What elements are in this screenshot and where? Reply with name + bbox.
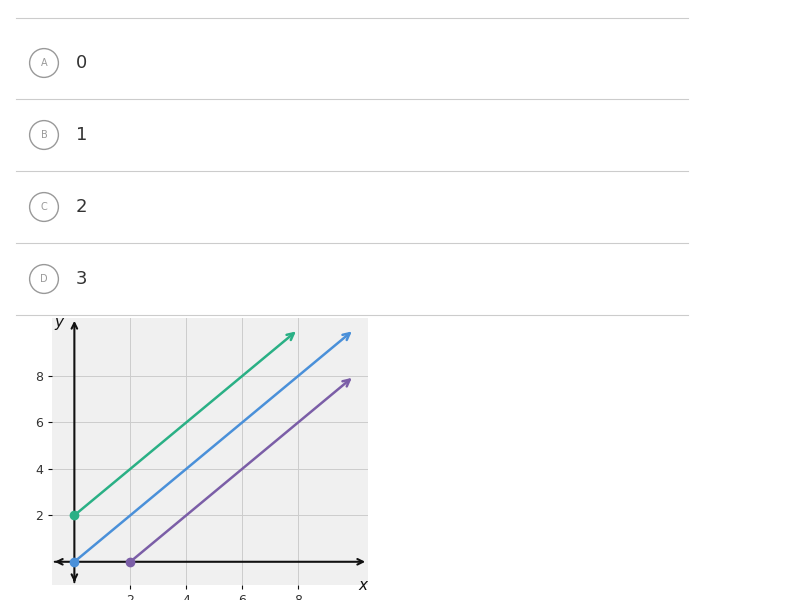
- Text: B: B: [41, 130, 47, 140]
- Text: D: D: [40, 274, 48, 284]
- Text: 2: 2: [76, 198, 87, 216]
- Text: A: A: [41, 58, 47, 68]
- Text: 0: 0: [76, 54, 87, 72]
- Text: 1: 1: [76, 126, 87, 144]
- Text: y: y: [54, 315, 63, 330]
- Text: 3: 3: [76, 270, 87, 288]
- Text: C: C: [41, 202, 47, 212]
- Text: x: x: [358, 578, 367, 593]
